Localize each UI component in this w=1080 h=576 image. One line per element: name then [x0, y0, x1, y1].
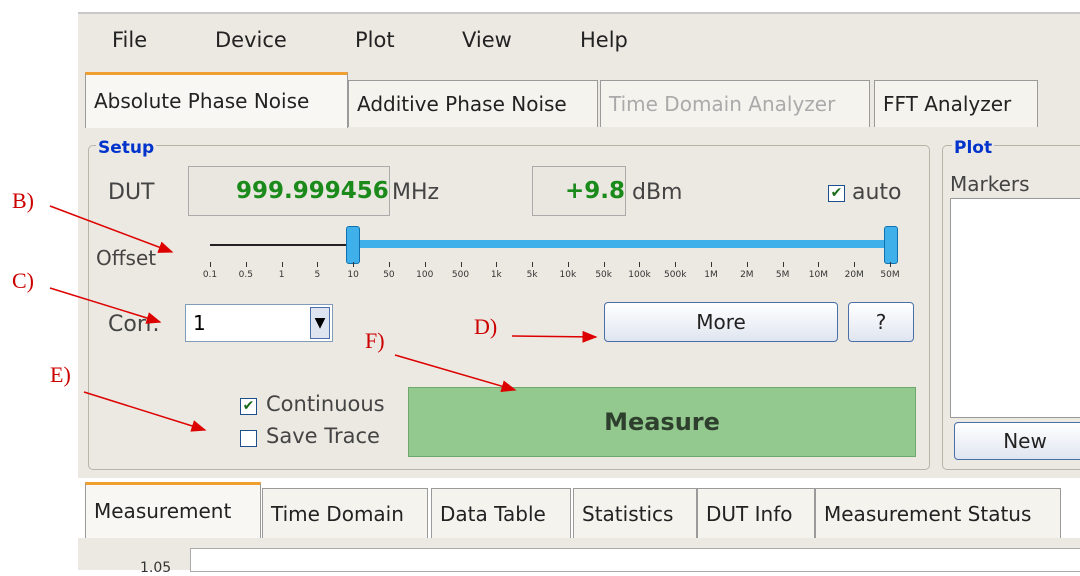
- slider-range: [352, 240, 890, 248]
- dut-label: DUT: [108, 180, 155, 205]
- markers-label: Markers: [950, 172, 1030, 196]
- offset-tick-label: 0.5: [238, 270, 253, 280]
- save-trace-checkbox[interactable]: [240, 430, 257, 447]
- tab[interactable]: Time Domain Analyzer: [600, 80, 870, 127]
- offset-tick-label: 50M: [880, 270, 900, 280]
- bottom-tab[interactable]: Data Table: [431, 488, 571, 539]
- offset-tick-label: 5k: [526, 270, 538, 280]
- dropdown-arrow[interactable]: ▼: [310, 307, 330, 339]
- slider-track: [210, 244, 352, 246]
- power-box: [532, 166, 626, 216]
- bottom-tab[interactable]: Measurement Status: [815, 488, 1061, 539]
- annotation: C): [12, 268, 34, 293]
- annotation-arrows: [49, 205, 598, 432]
- offset-tick-label: 0.1: [202, 270, 218, 280]
- offset-label: Offset: [96, 246, 157, 270]
- offset-tick-mark: [210, 262, 211, 267]
- measure-button[interactable]: Measure: [408, 387, 916, 457]
- bottom-tab[interactable]: Measurement: [85, 482, 261, 541]
- bottom-tab[interactable]: Time Domain: [262, 488, 428, 539]
- offset-tick-mark: [532, 262, 534, 267]
- offset-tick-mark: [818, 262, 820, 267]
- offset-tick-label: 500: [451, 270, 470, 280]
- offset-tick-label: 1M: [704, 270, 718, 280]
- frequency-unit: MHz: [392, 180, 440, 205]
- offset-tick-mark: [496, 262, 498, 267]
- offset-tick-mark: [639, 262, 641, 267]
- continuous-label: Continuous: [266, 392, 385, 416]
- offset-tick-label: 5: [314, 270, 321, 280]
- menu-bar: [78, 12, 1080, 70]
- offset-tick-mark: [353, 262, 355, 267]
- new-button[interactable]: New: [954, 422, 1080, 460]
- frequency: 999.999456: [236, 178, 389, 204]
- continuous-checkbox[interactable]: ✔: [240, 398, 257, 415]
- tab[interactable]: FFT Analyzer: [874, 80, 1038, 127]
- menu-item[interactable]: Plot: [355, 28, 395, 52]
- bottom-tab[interactable]: Statistics: [573, 488, 697, 539]
- offset-tick-label: 10M: [808, 270, 829, 280]
- menu-item[interactable]: Device: [215, 28, 287, 52]
- power-unit: dBm: [632, 180, 683, 205]
- plot-title: Plot: [952, 138, 995, 158]
- offset-tick-mark: [424, 262, 426, 267]
- offset-tick-mark: [281, 262, 283, 267]
- more-button[interactable]: More: [604, 302, 838, 342]
- offset-tick-label: 20M: [844, 270, 864, 280]
- auto-checkbox[interactable]: ✔: [828, 185, 845, 202]
- help-button[interactable]: ?: [848, 302, 914, 342]
- offset-tick-mark: [711, 262, 713, 267]
- offset-tick-mark: [567, 262, 569, 267]
- offset-tick-label: 1k: [490, 270, 502, 280]
- offset-tick-mark: [245, 262, 247, 267]
- offset-tick-mark: [782, 262, 784, 267]
- offset-tick-mark: [603, 262, 605, 267]
- offset-tick-label: 1: [278, 270, 285, 280]
- annotation: D): [474, 314, 498, 339]
- offset-tick-mark: [675, 262, 677, 267]
- power: +9.8: [565, 178, 626, 204]
- offset-tick-label: 2M: [740, 270, 754, 280]
- offset-tick-label: 500k: [664, 270, 687, 280]
- menu-item[interactable]: View: [462, 28, 512, 52]
- save-trace-label: Save Trace: [266, 424, 380, 448]
- slider-handle[interactable]: [884, 226, 898, 264]
- setup-title: Setup: [96, 138, 157, 158]
- offset-tick-mark: [317, 262, 319, 267]
- offset-tick-label: 10: [347, 270, 359, 280]
- tab[interactable]: Absolute Phase Noise: [85, 72, 348, 131]
- auto-label: auto: [852, 180, 902, 205]
- corr-select[interactable]: [185, 304, 333, 342]
- offset-tick-mark: [388, 262, 390, 267]
- annotation: E): [50, 362, 71, 387]
- menu-item[interactable]: File: [112, 28, 148, 52]
- tab[interactable]: Additive Phase Noise: [348, 80, 598, 127]
- markers-list[interactable]: [950, 198, 1080, 418]
- bottom-tab[interactable]: DUT Info: [697, 488, 815, 539]
- frequency-box: [188, 166, 390, 216]
- offset-tick-mark: [890, 262, 891, 267]
- offset-tick-label: 5M: [775, 270, 790, 280]
- annotation: B): [12, 188, 34, 213]
- menu-item[interactable]: Help: [580, 28, 628, 52]
- offset-tick-mark: [746, 262, 748, 267]
- offset-tick-label: 50k: [595, 270, 613, 280]
- offset-tick-label: 100k: [628, 270, 651, 280]
- offset-tick-label: 50: [383, 270, 395, 280]
- slider-handle[interactable]: [346, 226, 360, 264]
- offset-tick-label: 10k: [559, 270, 577, 280]
- offset-tick-mark: [854, 262, 856, 267]
- offset-tick-mark: [460, 262, 462, 267]
- offset-tick-label: 100: [416, 270, 434, 280]
- graph-plot: [190, 548, 1080, 572]
- corr-value: 1: [193, 311, 206, 335]
- annotation: F): [365, 328, 385, 353]
